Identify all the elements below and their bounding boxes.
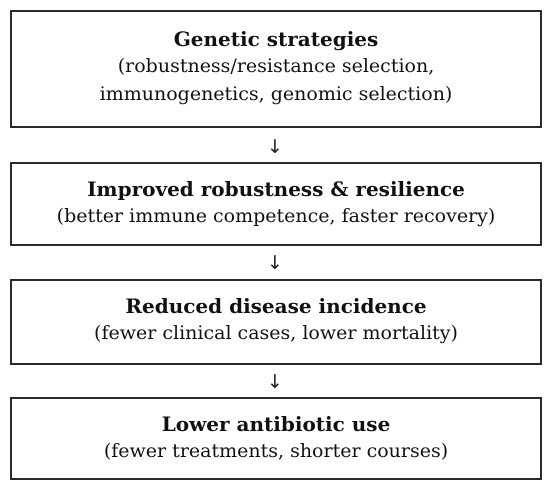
step-detail: immunogenetics, genomic selection) <box>99 83 453 105</box>
step-box-genetic-strategies: Genetic strategies (robustness/resistanc… <box>10 10 542 128</box>
step-box-reduced-disease: Reduced disease incidence (fewer clinica… <box>10 279 542 365</box>
step-title: Improved robustness & resilience <box>87 177 465 201</box>
step-detail: (fewer treatments, shorter courses) <box>103 440 449 462</box>
down-arrow-icon: ↓ <box>267 371 283 393</box>
down-arrow-icon: ↓ <box>267 136 283 158</box>
step-title: Lower antibiotic use <box>161 412 391 436</box>
step-box-lower-antibiotic-use: Lower antibiotic use (fewer treatments, … <box>10 397 542 480</box>
step-title: Reduced disease incidence <box>125 294 427 318</box>
step-detail: (better immune competence, faster recove… <box>56 205 496 227</box>
step-detail: (robustness/resistance selection, <box>117 55 435 77</box>
step-title: Genetic strategies <box>173 27 379 51</box>
step-detail: (fewer clinical cases, lower mortality) <box>94 322 458 344</box>
step-box-improved-robustness: Improved robustness & resilience (better… <box>10 162 542 246</box>
down-arrow-icon: ↓ <box>267 252 283 274</box>
